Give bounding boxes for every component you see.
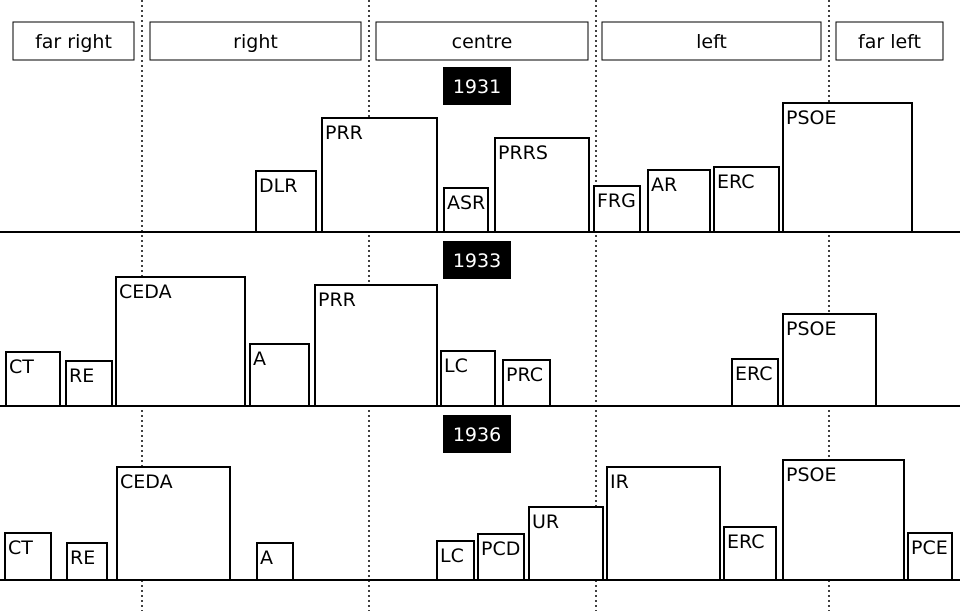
- party-label: UR: [532, 511, 559, 533]
- party-label: RE: [70, 547, 95, 569]
- party-label: PSOE: [786, 464, 836, 486]
- party-label: ERC: [727, 531, 765, 553]
- party-label: AR: [651, 174, 677, 196]
- column-header-box: [149, 21, 362, 61]
- column-header-box: [375, 21, 589, 61]
- party-label: CT: [8, 537, 33, 559]
- party-label: CEDA: [120, 471, 173, 493]
- party-box: [256, 542, 294, 581]
- party-label: ASR: [447, 192, 485, 214]
- party-label: CEDA: [119, 281, 172, 303]
- column-header: far left: [858, 31, 921, 53]
- party-label: PRR: [318, 289, 356, 311]
- party-box: [782, 102, 913, 233]
- party-box: [116, 466, 231, 581]
- party-label: RE: [69, 365, 94, 387]
- party-box: [115, 276, 246, 407]
- party-box: [528, 506, 604, 581]
- party-label: PRR: [325, 122, 363, 144]
- party-box: [443, 187, 489, 233]
- party-box: [4, 532, 52, 581]
- column-header: left: [696, 31, 727, 53]
- party-box: [321, 117, 438, 233]
- year-box: [443, 67, 511, 105]
- party-label: PSOE: [786, 107, 836, 129]
- party-label: PRC: [506, 364, 543, 386]
- party-label: PSOE: [786, 318, 836, 340]
- year-box: [443, 415, 511, 453]
- party-box: [66, 542, 108, 581]
- column-header-box: [835, 21, 944, 61]
- year-label: 1936: [453, 424, 501, 446]
- party-label: ERC: [717, 171, 755, 193]
- party-label: ERC: [735, 363, 773, 385]
- column-header: centre: [452, 31, 513, 53]
- party-label: PCE: [911, 537, 948, 559]
- party-box: [249, 343, 310, 407]
- party-label: A: [260, 547, 273, 569]
- party-label: CT: [9, 356, 34, 378]
- party-box: [647, 169, 711, 233]
- year-box: [443, 241, 511, 279]
- column-header: right: [233, 31, 278, 53]
- party-label: IR: [610, 471, 629, 493]
- party-label: A: [253, 348, 266, 370]
- party-label: LC: [440, 545, 464, 567]
- column-header: far right: [35, 31, 112, 53]
- party-box: [477, 533, 525, 581]
- column-header-box: [12, 21, 135, 61]
- party-label: DLR: [259, 175, 297, 197]
- party-box: [782, 459, 905, 581]
- party-box: [782, 313, 877, 407]
- party-box: [255, 170, 317, 233]
- party-box: [436, 540, 475, 581]
- party-box: [593, 185, 641, 233]
- party-label: PCD: [481, 538, 520, 560]
- party-label: PRRS: [498, 142, 548, 164]
- party-label: LC: [444, 355, 468, 377]
- year-label: 1933: [453, 250, 501, 272]
- column-header-box: [601, 21, 822, 61]
- year-label: 1931: [453, 76, 501, 98]
- party-label: FRG: [597, 190, 636, 212]
